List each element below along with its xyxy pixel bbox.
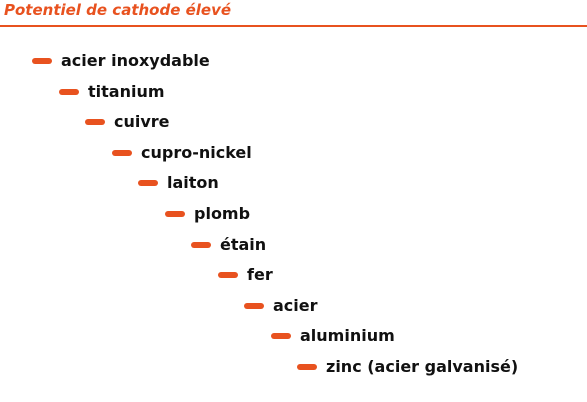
dash-bullet-icon — [244, 303, 264, 309]
dash-bullet-icon — [297, 364, 317, 370]
dash-bullet-icon — [59, 89, 79, 95]
series-item-label: acier inoxydable — [61, 51, 210, 70]
series-item: cupro-nickel — [112, 141, 252, 165]
series-item-label: laiton — [167, 173, 219, 192]
dash-bullet-icon — [138, 180, 158, 186]
dash-bullet-icon — [112, 150, 132, 156]
series-item-label: étain — [220, 235, 267, 254]
series-item: laiton — [138, 171, 219, 195]
series-item: étain — [191, 233, 266, 257]
dash-bullet-icon — [271, 333, 291, 339]
dash-bullet-icon — [191, 242, 211, 248]
series-item-label: titanium — [88, 82, 165, 101]
series-item: zinc (acier galvanisé) — [297, 355, 518, 379]
series-item: plomb — [165, 202, 250, 226]
series-item: acier — [244, 294, 318, 318]
dash-bullet-icon — [165, 211, 185, 217]
series-item: cuivre — [85, 110, 170, 134]
series-item: acier inoxydable — [32, 49, 210, 73]
dash-bullet-icon — [32, 58, 52, 64]
header-title: Potentiel de cathode élevé — [4, 1, 232, 19]
series-item-label: plomb — [194, 204, 251, 223]
series-item-label: fer — [247, 265, 273, 284]
series-item: titanium — [59, 80, 165, 104]
dash-bullet-icon — [218, 272, 238, 278]
series-item-label: acier — [273, 296, 318, 315]
series-item-label: zinc (acier galvanisé) — [326, 357, 519, 376]
series-item: fer — [218, 263, 273, 287]
series-item: aluminium — [271, 324, 395, 348]
series-item-label: cupro-nickel — [141, 143, 252, 162]
series-item-label: aluminium — [300, 326, 395, 345]
series-item-label: cuivre — [114, 112, 170, 131]
dash-bullet-icon — [85, 119, 105, 125]
header-rule — [0, 25, 587, 27]
